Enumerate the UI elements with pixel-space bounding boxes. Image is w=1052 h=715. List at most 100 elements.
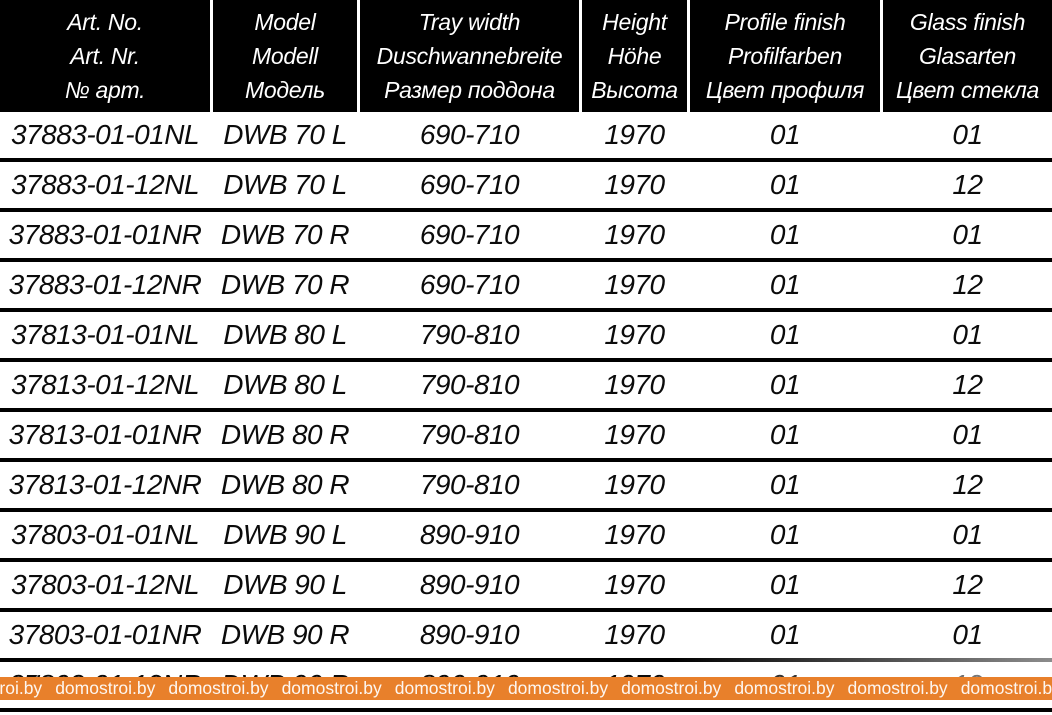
table-cell: DWB 80 L	[223, 319, 347, 350]
table-row: 37813-01-01NL DWB 80 L 790-810 1970 01 01	[0, 312, 1052, 362]
watermark-text: domostroi.by	[0, 678, 43, 698]
table-cell: 790-810	[419, 319, 520, 350]
header-label-line: Duschwannebreite	[376, 43, 563, 69]
table-cell: 12	[952, 169, 983, 200]
watermark-text: domostroi.by	[960, 678, 1052, 698]
table-row: 37883-01-12NR DWB 70 R 690-710 1970 01 12	[0, 262, 1052, 312]
table-cell: 37883-01-01NR	[8, 219, 202, 250]
header-label-line: Tray width	[418, 9, 521, 35]
header-label-line: Цвет профиля	[705, 77, 865, 103]
table-cell: 01	[952, 119, 983, 150]
column-header-art-no: Art. No. Art. Nr. № арт.	[0, 0, 210, 112]
table-cell: 12	[952, 269, 983, 300]
column-header-model: Model Modell Модель	[213, 0, 357, 112]
column-header-profile-finish: Profile finish Profilfarben Цвет профиля	[690, 0, 880, 112]
header-label-line: Profilfarben	[727, 43, 843, 69]
table-cell: 01	[769, 119, 801, 150]
table-row: 37813-01-12NL DWB 80 L 790-810 1970 01 12	[0, 362, 1052, 412]
watermark-text: domostroi.by	[168, 678, 269, 698]
table-row: 37813-01-12NR DWB 80 R 790-810 1970 01 12	[0, 462, 1052, 512]
table-cell: 790-810	[419, 469, 520, 500]
watermark-text: domostroi.by	[847, 678, 948, 698]
table-cell: 690-710	[419, 219, 520, 250]
header-label-line: Art. No.	[67, 9, 143, 35]
table-cell: 1970	[604, 419, 665, 450]
table-cell: 790-810	[419, 369, 520, 400]
table-cell: DWB 90 L	[223, 569, 347, 600]
table-cell: 37883-01-12NR	[8, 269, 202, 300]
header-label-line: Размер поддона	[384, 77, 555, 103]
watermark-bar: domostroi.by domostroi.by domostroi.by domo…	[0, 677, 1052, 700]
table-cell: DWB 70 L	[223, 169, 347, 200]
table-row: 37803-01-01NL DWB 90 L 890-910 1970 01 01	[0, 512, 1052, 562]
table-cell: 01	[769, 569, 801, 600]
table-cell: 01	[952, 219, 983, 250]
header-label-line: Model	[254, 9, 316, 35]
header-label-line: Высота	[591, 77, 678, 103]
table-cell: 01	[769, 419, 801, 450]
table-cell: DWB 90 R	[220, 619, 350, 650]
header-label-line: Цвет стекла	[895, 77, 1040, 103]
table-cell: 01	[952, 519, 983, 550]
header-label-line: Модель	[245, 77, 325, 103]
table-cell: 37813-01-01NL	[10, 319, 200, 350]
header-label-line: Modell	[252, 43, 318, 69]
table-cell: 01	[952, 319, 983, 350]
watermark-text: domostroi.by	[734, 678, 835, 698]
table-cell: DWB 70 R	[220, 219, 350, 250]
column-header-glass-finish: Glass finish Glasarten Цвет стекла	[883, 0, 1052, 112]
header-label-line: Art. Nr.	[70, 43, 140, 69]
table-cell: 37803-01-12NL	[10, 569, 200, 600]
header-label-line: Height	[602, 9, 667, 35]
table-cell: 01	[769, 269, 801, 300]
watermark-text: domostroi.by	[394, 678, 495, 698]
table-cell: 1970	[604, 369, 665, 400]
table-cell: 1970	[604, 569, 665, 600]
table-cell: 01	[769, 619, 801, 650]
table-row: 37813-01-01NR DWB 80 R 790-810 1970 01 01	[0, 412, 1052, 462]
table-row: 37803-01-12NL DWB 90 L 890-910 1970 01 12	[0, 562, 1052, 612]
table-cell: 1970	[604, 469, 665, 500]
table-cell: 01	[769, 469, 801, 500]
column-header-tray-width: Tray width Duschwannebreite Размер поддона	[360, 0, 579, 112]
watermark-text: domostroi.by	[281, 678, 382, 698]
table-cell: 37813-01-12NL	[10, 369, 200, 400]
table-row: 37883-01-01NL DWB 70 L 690-710 1970 01 01	[0, 112, 1052, 162]
watermark-text: domostroi.by	[621, 678, 722, 698]
table-cell: 01	[769, 369, 801, 400]
table-cell: 1970	[604, 119, 665, 150]
table-cell: 1970	[604, 169, 665, 200]
table-cell: 37883-01-12NL	[10, 169, 200, 200]
table-cell: 690-710	[419, 169, 520, 200]
table-cell: 37803-01-01NL	[10, 519, 200, 550]
table-cell: 890-910	[419, 619, 520, 650]
table-cell: 12	[952, 569, 983, 600]
header-label-line: Glass finish	[909, 9, 1026, 35]
table-cell: 37813-01-12NR	[8, 469, 202, 500]
header-label-line: № арт.	[64, 77, 146, 103]
table-row: 37883-01-01NR DWB 70 R 690-710 1970 01 01	[0, 212, 1052, 262]
table-cell: 690-710	[419, 269, 520, 300]
table-cell: 690-710	[419, 119, 520, 150]
table-cell: 01	[769, 319, 801, 350]
table-cell: 1970	[604, 219, 665, 250]
table-cell: 890-910	[419, 519, 520, 550]
table-cell: 12	[952, 369, 983, 400]
table-body: 37883-01-01NL DWB 70 L 690-710 1970 01 01 3788…	[0, 112, 1052, 712]
table-row: 37883-01-12NL DWB 70 L 690-710 1970 01 12	[0, 162, 1052, 212]
watermark-track: domostroi.by domostroi.by domostroi.by domo…	[0, 678, 1052, 699]
header-label-line: Glasarten	[918, 43, 1016, 69]
table-cell: 1970	[604, 619, 665, 650]
table-cell: DWB 80 R	[220, 469, 350, 500]
table-cell: 12	[952, 469, 983, 500]
table-cell: 890-910	[419, 569, 520, 600]
header-label-line: Höhe	[607, 43, 662, 69]
table-cell: 1970	[604, 519, 665, 550]
table-header-row: Art. No. Art. Nr. № арт. Model Modell Модель T…	[0, 0, 1052, 112]
table-cell: 37803-01-01NR	[8, 619, 202, 650]
table-cell: DWB 90 L	[223, 519, 347, 550]
table-cell: DWB 70 L	[223, 119, 347, 150]
table-cell: DWB 80 L	[223, 369, 347, 400]
table-cell: 01	[952, 419, 983, 450]
table-row: 37803-01-01NR DWB 90 R 890-910 1970 01 01	[0, 612, 1052, 662]
